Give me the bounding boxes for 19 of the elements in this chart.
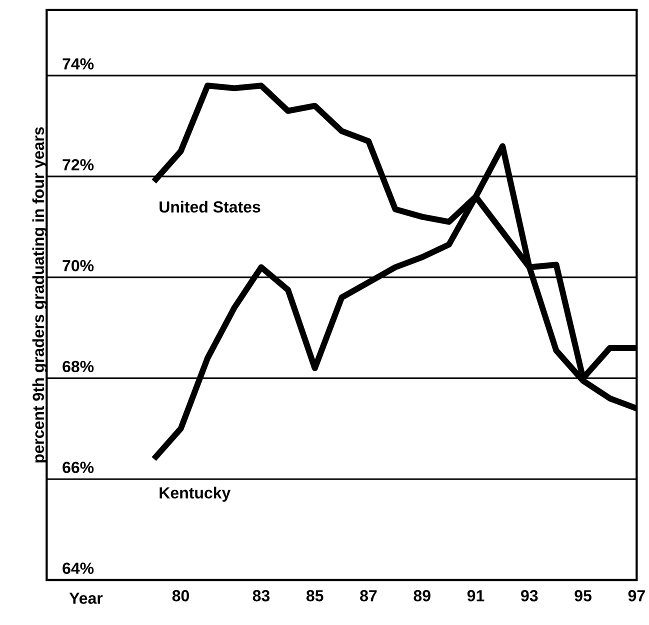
y-tick-label: 68% — [62, 360, 94, 372]
series-label: United States — [160, 200, 260, 213]
x-axis-title: Year — [69, 592, 103, 604]
x-tick-label: 83 — [252, 590, 270, 602]
y-axis-title: percent 9th graders graduating in four years — [32, 127, 48, 462]
x-tick-label: 80 — [172, 590, 189, 602]
x-tick-label: 87 — [360, 590, 377, 602]
y-tick-label: 64% — [62, 562, 94, 574]
x-tick-label: 91 — [467, 590, 484, 602]
y-tick-label: 66% — [62, 462, 94, 474]
series-label: Kentucky — [160, 486, 231, 502]
x-tick-label: 85 — [306, 590, 324, 602]
y-tick-label: 74% — [62, 58, 94, 70]
y-tick-label: 72% — [62, 159, 94, 170]
x-tick-label: 93 — [521, 590, 538, 602]
x-tick-label: 95 — [574, 590, 592, 602]
x-tick-label: 97 — [628, 590, 645, 602]
x-tick-label: 89 — [414, 590, 430, 602]
y-tick-label: 70% — [62, 260, 94, 272]
